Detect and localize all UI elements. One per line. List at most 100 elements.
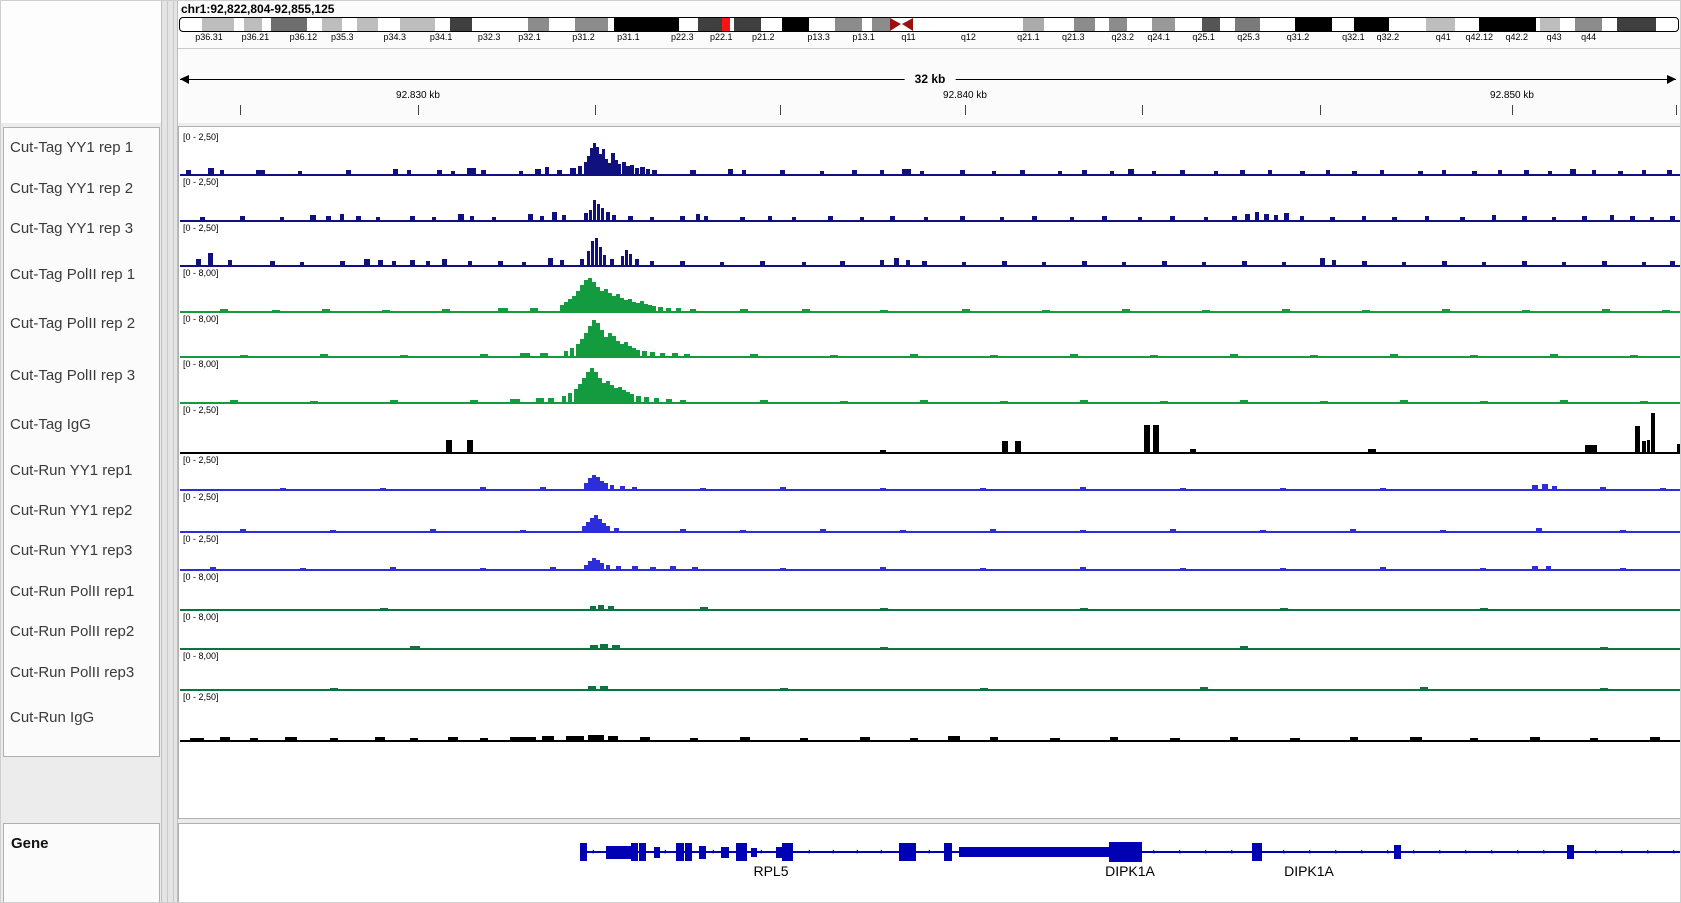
signal-bar xyxy=(1482,262,1486,265)
signal-bar xyxy=(576,344,580,356)
signal-bar xyxy=(980,688,988,689)
strand-arrow-left-icon: ‹ xyxy=(1594,846,1597,856)
track-name[interactable]: Cut-Tag PolII rep 3 xyxy=(10,367,136,384)
signal-bar xyxy=(636,350,640,356)
signal-bar xyxy=(1600,487,1606,489)
strand-arrow-right-icon: › xyxy=(808,846,811,856)
ideogram-band xyxy=(1074,18,1096,31)
track-row[interactable]: [0 - 2,50] xyxy=(180,221,1680,267)
signal-bar xyxy=(1610,215,1614,220)
signal-bar xyxy=(586,522,590,531)
track-row[interactable]: [0 - 8,00] xyxy=(180,357,1680,404)
signal-bar xyxy=(458,214,464,220)
track-row[interactable]: [0 - 2,50] xyxy=(180,175,1680,222)
signal-bar xyxy=(820,171,824,174)
signal-bar xyxy=(545,167,549,174)
gene-name-label[interactable]: DIPK1A xyxy=(1284,863,1334,879)
track-name[interactable]: Cut-Run IgG xyxy=(10,709,95,726)
strand-arrow-left-icon: ‹ xyxy=(1646,846,1649,856)
signal-bar xyxy=(590,148,593,174)
track-row[interactable]: [0 - 2,50] xyxy=(180,490,1680,533)
signal-bar xyxy=(600,330,604,356)
signal-bar xyxy=(298,171,302,174)
signal-bar xyxy=(616,341,620,356)
track-row[interactable]: [0 - 8,00] xyxy=(180,610,1680,650)
signal-bar xyxy=(632,348,636,356)
track-range-label: [0 - 8,00] xyxy=(183,651,219,661)
signal-bar xyxy=(407,170,411,174)
cytoband-label: q21.3 xyxy=(1062,32,1085,42)
track-name[interactable]: Cut-Tag PolII rep 1 xyxy=(10,266,136,283)
panel-divider[interactable] xyxy=(161,1,178,902)
signal-bar xyxy=(498,308,508,311)
signal-bar xyxy=(1492,215,1496,220)
signal-bar xyxy=(393,169,398,174)
track-row[interactable]: [0 - 8,00] xyxy=(180,266,1680,313)
track-range-label: [0 - 2,50] xyxy=(183,132,219,142)
signal-bar xyxy=(310,401,318,402)
cytoband-label: p13.1 xyxy=(852,32,875,42)
track-row[interactable]: [0 - 8,00] xyxy=(180,570,1680,611)
signal-bar xyxy=(1110,171,1114,174)
gene-exon xyxy=(606,845,632,859)
signal-bar xyxy=(980,488,986,489)
track-baseline xyxy=(180,569,1680,571)
signal-bar xyxy=(1418,171,1423,174)
signal-bar xyxy=(600,563,604,569)
gene-name-label[interactable]: DIPK1A xyxy=(1105,863,1155,879)
signal-bar xyxy=(1152,171,1156,174)
ruler-tick xyxy=(965,105,966,115)
gene-name-label[interactable]: RPL5 xyxy=(753,863,789,879)
track-row[interactable]: [0 - 2,50] xyxy=(180,403,1680,454)
signal-bar xyxy=(599,154,602,174)
signal-bar xyxy=(597,204,600,220)
signal-bar xyxy=(448,737,458,740)
signal-bar xyxy=(426,261,430,265)
track-name[interactable]: Cut-Tag IgG xyxy=(10,416,91,433)
gene-name-panel: Gene xyxy=(3,823,160,902)
strand-arrow-right-icon: › xyxy=(832,846,835,856)
track-name[interactable]: Cut-Tag YY1 rep 2 xyxy=(10,180,134,197)
strand-arrow-left-icon: ‹ xyxy=(1178,846,1181,856)
signal-bar xyxy=(364,259,370,265)
strand-arrow-right-icon: › xyxy=(592,846,595,856)
header: chr1:92,822,804-92,855,125 p36.31 p36.21 p… xyxy=(178,1,1680,123)
chromosome-ideogram[interactable] xyxy=(179,17,1679,32)
track-name[interactable]: Cut-Tag YY1 rep 1 xyxy=(10,139,134,156)
track-name[interactable]: Cut-Run YY1 rep3 xyxy=(10,542,133,559)
ideogram-band xyxy=(1354,18,1389,31)
track-name[interactable]: Cut-Run PolII rep1 xyxy=(10,583,135,600)
signal-bar xyxy=(1190,449,1196,452)
signal-bar xyxy=(740,309,748,311)
gene-track-panel[interactable]: ››››››››››››››‹‹‹‹‹‹‹‹‹‹‹‹‹‹‹‹‹‹‹‹‹RPL5D… xyxy=(178,823,1680,902)
track-row[interactable]: [0 - 2,50] xyxy=(180,690,1680,742)
track-name[interactable]: Cut-Run PolII rep3 xyxy=(10,664,135,681)
track-row[interactable]: [0 - 2,50] xyxy=(180,453,1680,491)
track-row[interactable]: [0 - 8,00] xyxy=(180,312,1680,358)
signal-bar xyxy=(692,567,698,569)
ruler-tick-label: 92.830 kb xyxy=(396,90,440,101)
signal-bar xyxy=(650,567,656,569)
track-name[interactable]: Cut-Tag PolII rep 2 xyxy=(10,315,136,332)
signal-bar xyxy=(640,737,650,740)
signal-bar xyxy=(604,289,608,311)
signal-bar xyxy=(852,170,857,174)
gene-exon xyxy=(1252,843,1262,861)
tracks-panel[interactable]: [0 - 2,50] [0 - 2,50] [0 - 2,50] [0 - 8,00]… xyxy=(178,126,1680,819)
signal-bar xyxy=(1392,217,1397,220)
signal-bar xyxy=(1352,171,1357,174)
signal-bar xyxy=(540,216,544,220)
signal-bar xyxy=(588,478,592,489)
ideogram-band xyxy=(872,18,891,31)
track-name[interactable]: Cut-Tag YY1 rep 3 xyxy=(10,220,134,237)
track-name[interactable]: Cut-Run PolII rep2 xyxy=(10,623,135,640)
signal-bar xyxy=(196,259,201,265)
track-name[interactable]: Cut-Run YY1 rep1 xyxy=(10,462,133,479)
signal-bar xyxy=(600,644,608,648)
track-row[interactable]: [0 - 8,00] xyxy=(180,649,1680,691)
signal-bar xyxy=(208,253,213,265)
track-name[interactable]: Cut-Run YY1 rep2 xyxy=(10,502,133,519)
track-row[interactable]: [0 - 2,50] xyxy=(180,130,1680,176)
track-row[interactable]: [0 - 2,50] xyxy=(180,532,1680,571)
track-baseline xyxy=(180,220,1680,222)
